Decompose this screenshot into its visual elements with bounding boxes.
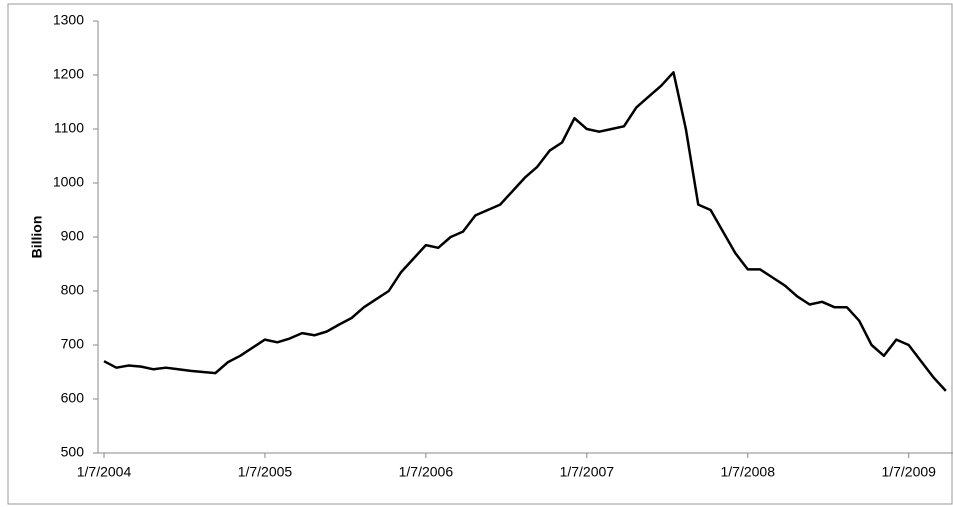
y-tick-label: 800 bbox=[61, 282, 85, 298]
y-tick-label: 600 bbox=[61, 390, 85, 406]
x-tick-label: 1/7/2005 bbox=[238, 464, 293, 480]
y-tick-label: 1000 bbox=[53, 174, 84, 190]
x-tick-label: 1/7/2007 bbox=[560, 464, 615, 480]
line-series bbox=[103, 71, 947, 392]
chart-border bbox=[7, 3, 953, 505]
y-tick-label: 1300 bbox=[53, 12, 84, 28]
y-tick-label: 1200 bbox=[53, 66, 84, 82]
x-tick-label: 1/7/2008 bbox=[721, 464, 776, 480]
y-axis-label: Billion bbox=[29, 216, 45, 259]
x-tick-label: 1/7/2006 bbox=[399, 464, 454, 480]
y-tick-label: 1100 bbox=[54, 120, 84, 136]
y-tick-label: 500 bbox=[61, 444, 85, 460]
y-tick-label: 700 bbox=[61, 336, 85, 352]
x-tick-label: 1/7/2004 bbox=[77, 464, 132, 480]
y-tick-label: 900 bbox=[61, 228, 85, 244]
x-tick-label: 1/7/2009 bbox=[881, 464, 936, 480]
